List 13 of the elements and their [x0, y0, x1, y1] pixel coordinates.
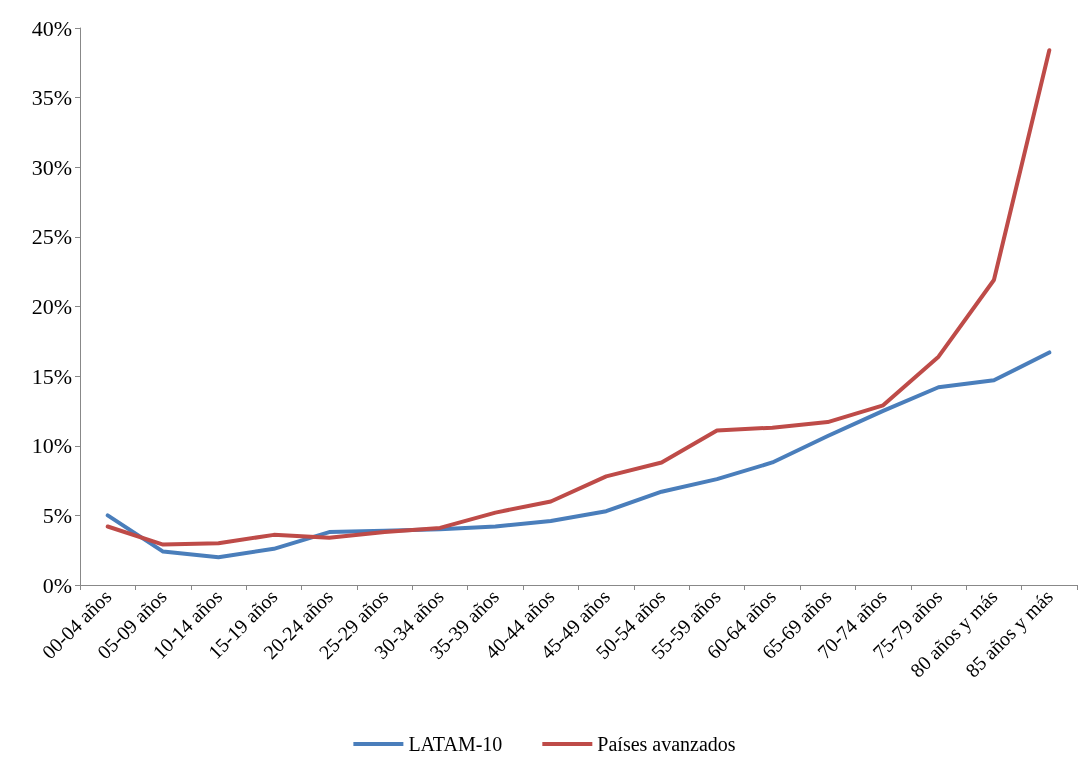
y-tick-label: 20% — [31, 294, 72, 319]
legend-label: Países avanzados — [597, 733, 736, 755]
legend-label: LATAM-10 — [408, 733, 503, 755]
y-tick-label: 40% — [31, 15, 72, 41]
line-series — [105, 48, 1052, 547]
line-series — [105, 350, 1052, 560]
y-tick-label: 0% — [42, 572, 72, 598]
y-tick-label: 10% — [31, 433, 72, 459]
y-tick-label: 30% — [31, 154, 72, 180]
y-tick-label: 15% — [31, 363, 72, 389]
y-tick-label: 25% — [31, 224, 72, 250]
y-tick-label: 5% — [42, 502, 72, 528]
y-tick-label: 35% — [31, 85, 72, 111]
